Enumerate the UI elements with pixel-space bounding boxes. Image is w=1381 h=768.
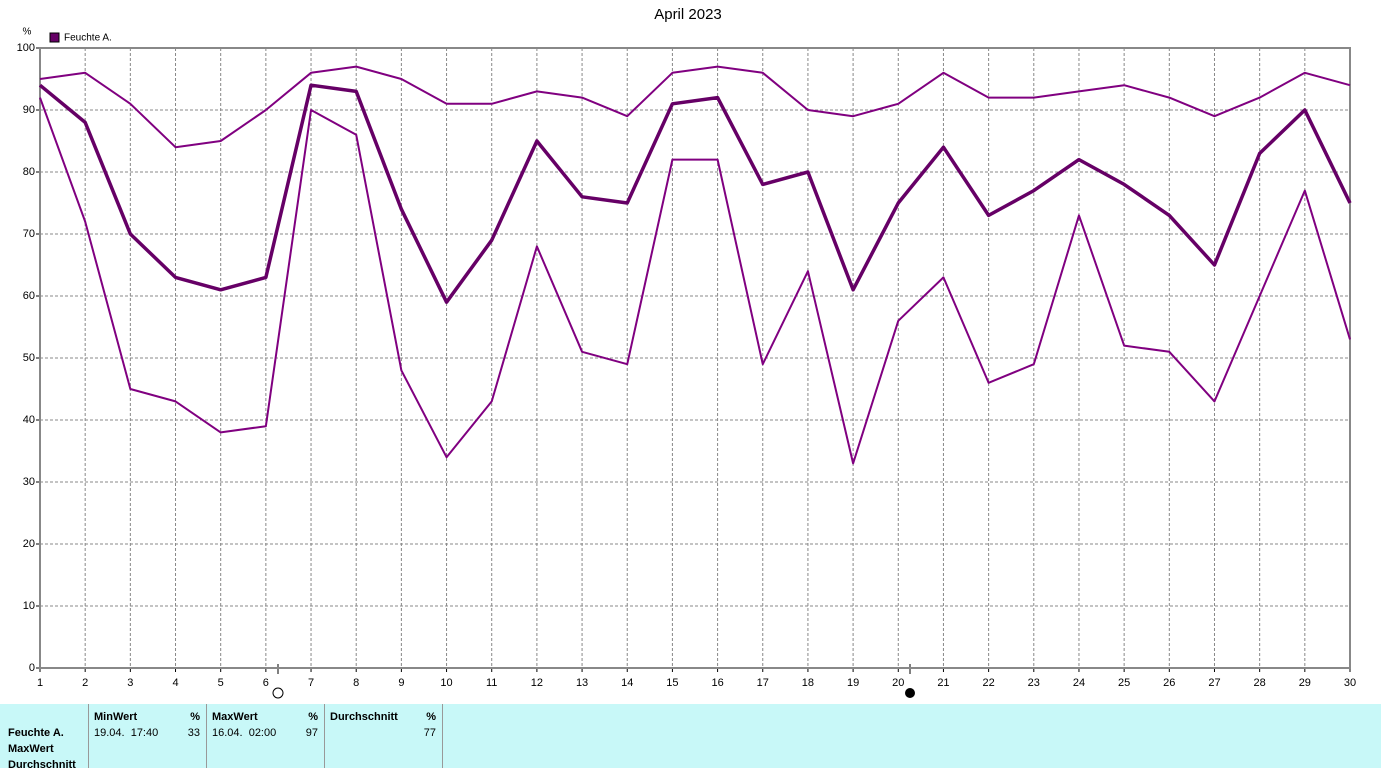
x-tick-label: 27 <box>1208 677 1220 689</box>
y-tick-label: 80 <box>23 166 35 178</box>
y-axis-label: % <box>23 27 32 38</box>
x-tick-label: 23 <box>1028 677 1040 689</box>
x-tick-label: 16 <box>711 677 723 689</box>
plot-frame <box>39 47 1351 669</box>
column-header: MaxWert <box>212 711 258 723</box>
column-unit: % <box>190 711 200 723</box>
y-tick-label: 10 <box>23 600 35 612</box>
x-tick-label: 18 <box>802 677 814 689</box>
x-tick-label: 15 <box>666 677 678 689</box>
x-tick-label: 8 <box>353 677 359 689</box>
x-tick-label: 10 <box>440 677 452 689</box>
legend-swatch <box>49 32 60 43</box>
x-tick-label: 20 <box>892 677 904 689</box>
cell-value: 97 <box>305 727 318 739</box>
y-tick-label: 0 <box>29 662 35 674</box>
x-tick-label: 9 <box>398 677 404 689</box>
x-tick-label: 25 <box>1118 677 1130 689</box>
table-column: Durchschnitt% 77 <box>324 704 442 768</box>
summary-table: Feuchte A. MaxWert Durchschnitt MinWert% 19.… <box>0 704 1381 768</box>
legend-label: Feuchte A. <box>64 33 112 44</box>
data-line <box>38 83 1352 304</box>
data-line <box>39 65 1351 149</box>
x-tick-label: 1 <box>37 677 43 689</box>
x-tick-label: 6 <box>263 677 269 689</box>
x-tick-label: 17 <box>757 677 769 689</box>
x-tick-label: 19 <box>847 677 859 689</box>
y-tick-label: 90 <box>23 104 35 116</box>
x-tick-label: 28 <box>1254 677 1266 689</box>
y-tick-label: 50 <box>23 352 35 364</box>
data-line <box>39 97 1351 465</box>
y-tick-label: 30 <box>23 476 35 488</box>
row-label: Feuchte A. <box>8 727 64 739</box>
x-tick-label: 26 <box>1163 677 1175 689</box>
x-tick-label: 5 <box>218 677 224 689</box>
x-tick-label: 11 <box>486 677 497 689</box>
table-column: MaxWert% 16.04. 02:00 97 <box>206 704 324 768</box>
x-tick-label: 7 <box>308 677 314 689</box>
y-tick-label: 60 <box>23 290 35 302</box>
chart-title: April 2023 <box>654 6 722 23</box>
column-header: Durchschnitt <box>330 711 398 723</box>
x-tick-label: 30 <box>1344 677 1356 689</box>
y-tick-label: 70 <box>23 228 35 240</box>
y-tick-label: 40 <box>23 414 35 426</box>
x-tick-label: 21 <box>937 677 949 689</box>
row-label: Durchschnitt <box>8 759 76 768</box>
cell-time: 19.04. 17:40 <box>94 727 159 739</box>
x-tick-label: 4 <box>172 677 178 689</box>
cell-time: 16.04. 02:00 <box>212 727 277 739</box>
column-header: MinWert <box>94 711 138 723</box>
moon-new <box>905 688 915 698</box>
x-tick-label: 12 <box>531 677 543 689</box>
x-tick-label: 22 <box>982 677 994 689</box>
column-unit: % <box>426 711 436 723</box>
y-tick-label: 20 <box>23 538 35 550</box>
table-column: MinWert% 19.04. 17:40 33 <box>88 704 206 768</box>
x-tick-label: 14 <box>621 677 633 689</box>
row-label: MaxWert <box>8 743 54 755</box>
x-tick-label: 24 <box>1073 677 1085 689</box>
column-end <box>442 704 443 768</box>
x-tick-label: 2 <box>82 677 88 689</box>
x-tick-label: 3 <box>127 677 133 689</box>
chart: April 2023 % Feuchte A. 0 10 20 30 40 50 60 70 8… <box>17 6 1356 699</box>
x-tick-label: 13 <box>576 677 588 689</box>
x-tick-label: 29 <box>1299 677 1311 689</box>
moon-full <box>272 687 284 699</box>
cell-value: 33 <box>187 727 200 739</box>
cell-value: 77 <box>423 727 436 739</box>
y-tick-label: 100 <box>17 42 35 54</box>
column-unit: % <box>308 711 318 723</box>
